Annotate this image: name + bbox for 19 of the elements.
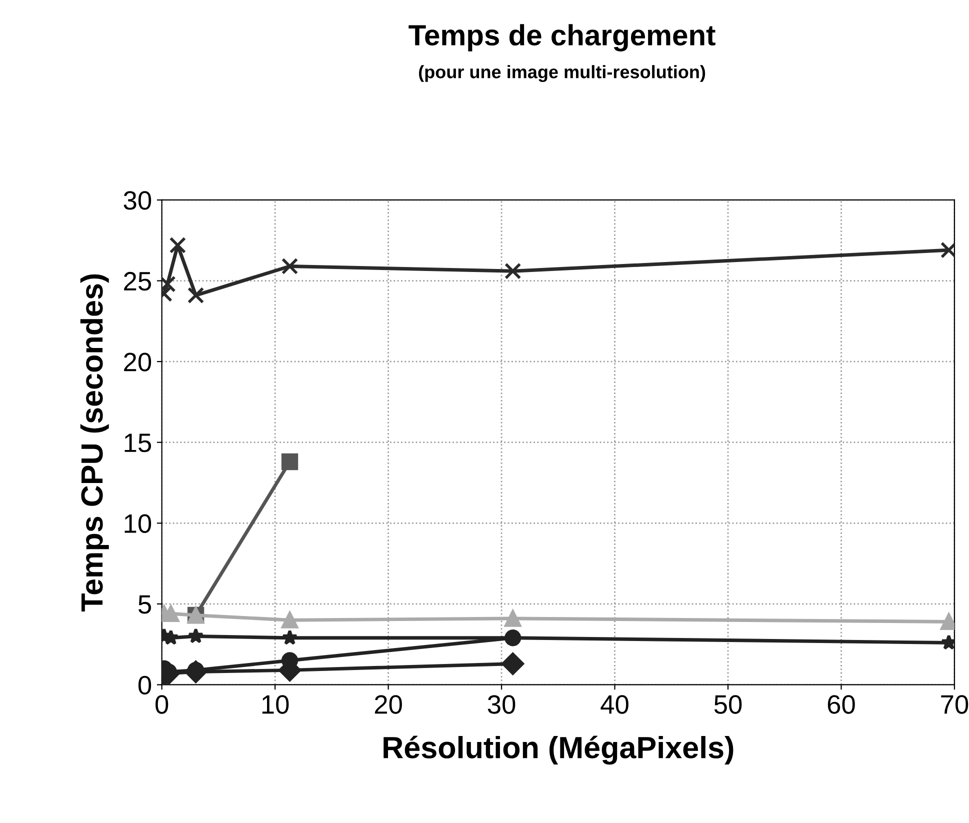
y-tick-label: 0 xyxy=(138,676,152,695)
x-axis-title: Résolution (MégaPixels) xyxy=(384,736,734,765)
x-tick-label: 40 xyxy=(600,695,628,714)
y-tick-label: 5 xyxy=(138,595,151,614)
y-tick-label: 15 xyxy=(124,434,151,452)
x-tick-label: 10 xyxy=(262,695,289,714)
chart-subtitle: (pour une image multi-resolution) xyxy=(418,65,706,82)
x-tick-label: 0 xyxy=(156,695,168,714)
y-tick-label: 25 xyxy=(124,272,151,291)
y-tick-label: 10 xyxy=(124,514,152,533)
x-tick-label: 20 xyxy=(374,695,402,714)
y-axis-title: Temps CPU (secondes) xyxy=(80,274,109,612)
x-tick-label: 60 xyxy=(828,695,855,714)
y-tick-label: 20 xyxy=(124,352,152,372)
x-tick-label: 50 xyxy=(714,695,742,714)
y-tick-label: 30 xyxy=(124,191,152,210)
chart-title: Temps de chargement xyxy=(408,24,716,52)
x-tick-label: 30 xyxy=(488,695,516,714)
x-tick-label: 70 xyxy=(941,695,968,714)
